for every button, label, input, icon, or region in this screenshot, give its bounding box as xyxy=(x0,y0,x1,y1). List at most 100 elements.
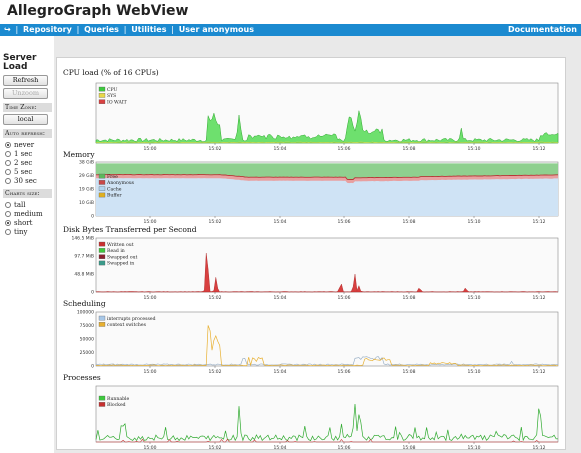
radio-button-icon[interactable] xyxy=(5,210,11,217)
sys-series xyxy=(95,141,559,144)
nav-documentation[interactable]: Documentation xyxy=(507,25,577,34)
nav-utilities[interactable]: Utilities xyxy=(131,25,167,34)
auto-refresh-option[interactable]: 30 sec xyxy=(3,176,54,185)
auto-refresh-options: never 1 sec 2 sec 5 sec 30 sec xyxy=(3,140,54,185)
legend-label: context switches xyxy=(107,322,147,328)
x-tick-label: 15:12 xyxy=(533,369,546,375)
cpu-chart[interactable]: 15:00 15:02 15:04 15:06 15:08 15:10 15:12 CPUSY… xyxy=(95,82,559,152)
legend-swatch xyxy=(98,402,106,407)
radio-button-icon[interactable] xyxy=(5,150,11,157)
home-arrow-icon[interactable]: ↪ xyxy=(4,25,11,34)
x-tick-label: 15:10 xyxy=(468,445,481,451)
radio-button-icon[interactable] xyxy=(5,159,11,166)
nav-user[interactable]: User anonymous xyxy=(178,25,254,34)
charts-size-option-label: medium xyxy=(14,209,43,218)
x-tick-label: 15:00 xyxy=(144,369,157,375)
charts-size-option[interactable]: tiny xyxy=(3,227,54,236)
legend-swatch xyxy=(98,192,106,198)
radio-button-icon[interactable] xyxy=(5,219,11,226)
anonymous-line xyxy=(96,174,558,180)
x-tick-label: 15:06 xyxy=(338,445,351,451)
x-tick-label: 15:06 xyxy=(338,146,351,152)
legend-label: CPU xyxy=(107,87,118,93)
y-tick-label: 19 GiB xyxy=(79,187,94,193)
auto-refresh-option[interactable]: 1 sec xyxy=(3,149,54,158)
charts-size-options: tall medium short tiny xyxy=(3,200,54,236)
chart-title-scheduling: Scheduling xyxy=(63,299,106,308)
legend-label: Buffer xyxy=(107,193,122,199)
legend-label: Blocked xyxy=(107,402,126,408)
x-tick-label: 15:02 xyxy=(209,369,222,375)
auto-refresh-option[interactable]: never xyxy=(3,140,54,149)
unzoom-button[interactable]: Unzoom xyxy=(3,88,48,99)
auto-refresh-option-label: 30 sec xyxy=(14,176,37,185)
x-tick-label: 15:06 xyxy=(338,219,351,225)
auto-refresh-option[interactable]: 2 sec xyxy=(3,158,54,167)
nav-separator: | xyxy=(15,25,19,34)
y-tick-label: 48.8 MiB xyxy=(74,272,94,278)
chart-title-cpu: CPU load (% of 16 CPUs) xyxy=(63,68,159,77)
radio-button-icon[interactable] xyxy=(5,228,11,235)
radio-button-icon[interactable] xyxy=(5,201,11,208)
nav-bar: ↪ | Repository | Queries | Utilities | U… xyxy=(0,24,581,36)
refresh-button[interactable]: Refresh xyxy=(3,75,48,86)
sidebar-title: Server Load xyxy=(3,54,54,72)
memory-chart[interactable]: 15:00 15:02 15:04 15:06 15:08 15:10 15:12 38 Gi… xyxy=(79,160,559,225)
auto-refresh-option-label: 1 sec xyxy=(14,149,33,158)
legend-swatch xyxy=(98,241,106,247)
legend-swatch xyxy=(98,93,106,98)
auto-refresh-option-label: 2 sec xyxy=(14,158,33,167)
nav-queries[interactable]: Queries xyxy=(84,25,119,34)
timezone-button[interactable]: local xyxy=(3,114,48,125)
y-tick-label: 10 GiB xyxy=(79,200,94,206)
legend-label: Swapped in xyxy=(107,261,134,267)
x-tick-label: 15:00 xyxy=(144,146,157,152)
sidebar-title-line1: Server xyxy=(3,53,37,63)
charts-size-option[interactable]: tall xyxy=(3,200,54,209)
x-tick-label: 15:10 xyxy=(468,369,481,375)
legend-label: Swapped out xyxy=(107,254,138,260)
written-out-series xyxy=(95,252,559,293)
runnable-series xyxy=(95,403,559,442)
radio-button-icon[interactable] xyxy=(5,141,11,148)
legend-label: IO WAIT xyxy=(107,99,128,105)
y-tick-label: 25000 xyxy=(80,350,94,356)
nav-left: ↪ | Repository | Queries | Utilities | U… xyxy=(4,24,254,36)
legend-label: Runnable xyxy=(107,396,129,402)
x-tick-label: 15:08 xyxy=(403,445,416,451)
sidebar-title-line2: Load xyxy=(3,62,28,72)
legend-label: Written out xyxy=(107,242,134,248)
legend-swatch xyxy=(98,315,106,321)
cache-area xyxy=(96,178,558,216)
legend-swatch xyxy=(98,322,106,327)
x-tick-label: 15:00 xyxy=(144,445,157,451)
x-tick-label: 15:04 xyxy=(274,146,287,152)
disk-chart[interactable]: 15:00 15:02 15:04 15:06 15:08 15:10 15:12 146.5… xyxy=(71,236,559,301)
y-tick-label: 50000 xyxy=(80,337,94,343)
scheduling-chart[interactable]: 15:00 15:02 15:04 15:06 15:08 15:10 15:12 10000… xyxy=(77,310,559,375)
nav-repository[interactable]: Repository xyxy=(23,25,72,34)
legend-label: Free xyxy=(107,174,118,180)
auto-refresh-option[interactable]: 5 sec xyxy=(3,167,54,176)
charts-size-option-label: tall xyxy=(14,200,26,209)
legend-swatch xyxy=(98,186,106,191)
x-tick-label: 15:02 xyxy=(209,445,222,451)
chart-title-processes: Processes xyxy=(63,373,101,382)
charts-size-label: Charts size: xyxy=(3,189,52,198)
y-tick-label: 29 GiB xyxy=(79,173,94,179)
y-tick-label: 0 xyxy=(91,290,94,296)
charts-size-option[interactable]: short xyxy=(3,218,54,227)
processes-chart[interactable]: 15:00 15:02 15:04 15:06 15:08 15:10 15:12 Runna… xyxy=(95,385,559,451)
charts-size-option[interactable]: medium xyxy=(3,209,54,218)
y-tick-label: 38 GiB xyxy=(79,160,94,166)
charts-size-option-label: tiny xyxy=(14,227,28,236)
charts-panel: CPU load (% of 16 CPUs) Memory Disk Byte… xyxy=(56,57,566,451)
x-tick-label: 15:04 xyxy=(274,295,287,301)
y-tick-label: 0 xyxy=(91,214,94,220)
radio-button-icon[interactable] xyxy=(5,168,11,175)
y-tick-label: 0 xyxy=(91,364,94,370)
x-tick-label: 15:04 xyxy=(274,369,287,375)
radio-button-icon[interactable] xyxy=(5,177,11,184)
interrupts-series xyxy=(95,356,559,366)
legend-label: interrupts processed xyxy=(107,316,156,322)
